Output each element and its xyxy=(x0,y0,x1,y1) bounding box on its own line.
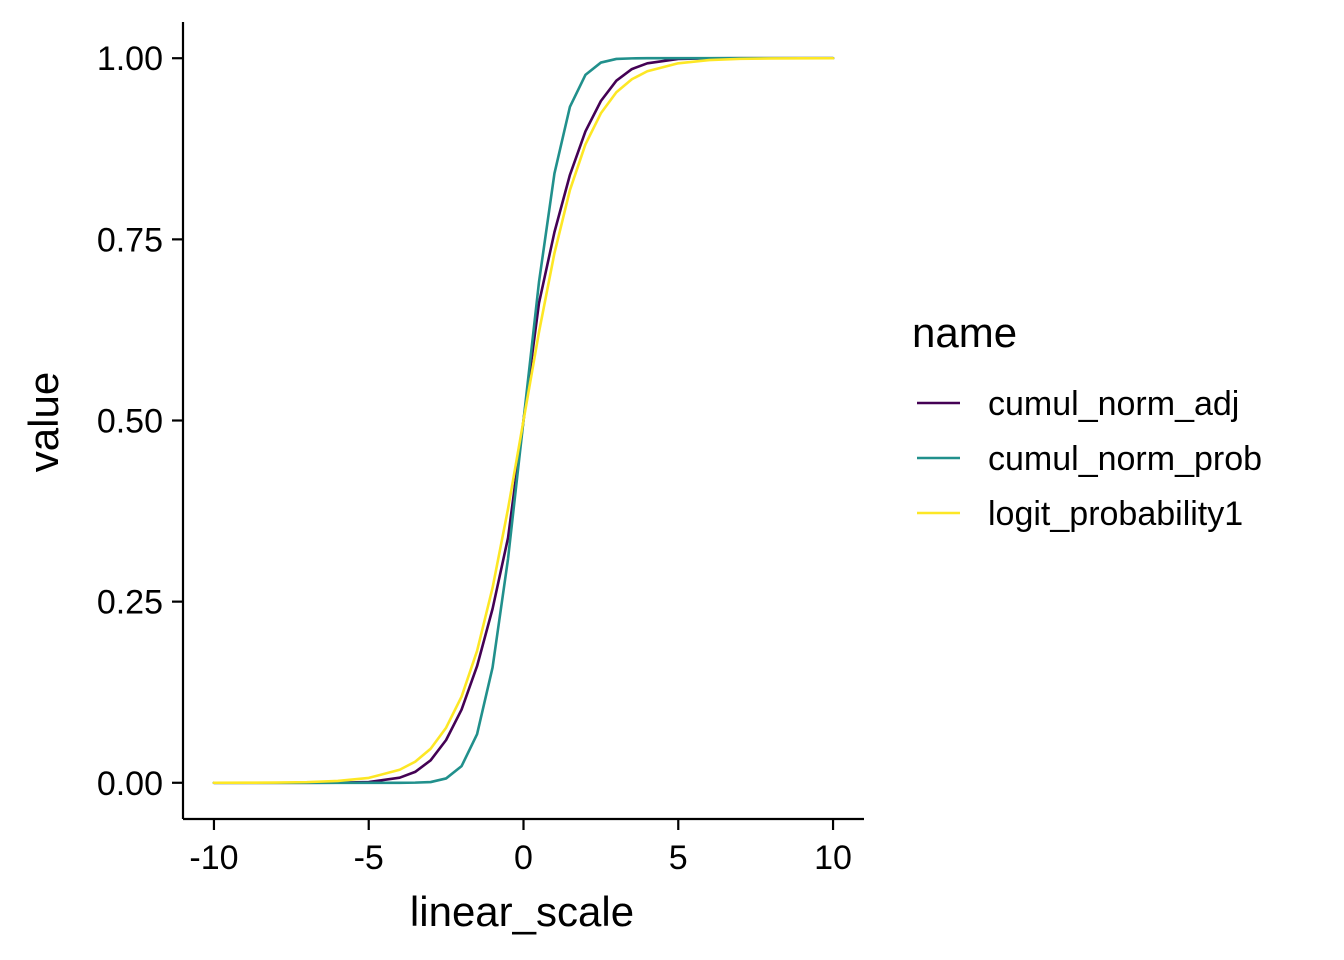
x-axis-title: linear_scale xyxy=(410,888,634,935)
y-tick-label: 0.00 xyxy=(97,765,163,803)
legend-label: logit_probability1 xyxy=(988,495,1243,533)
y-tick-label: 0.50 xyxy=(97,403,163,441)
y-tick-label: 1.00 xyxy=(97,40,163,78)
y-axis-title: value xyxy=(20,372,67,472)
y-axis: 0.00 0.25 0.50 0.75 1.00 xyxy=(97,22,185,819)
series-line-logit-probability1 xyxy=(212,56,835,785)
legend: name cumul_norm_adj cumul_norm_prob logit_… xyxy=(912,309,1262,533)
legend-item: cumul_norm_prob xyxy=(917,440,1262,478)
y-tick-label: 0.25 xyxy=(97,584,163,622)
x-tick-label: 0 xyxy=(514,839,533,877)
legend-item: logit_probability1 xyxy=(917,495,1243,533)
x-tick-label: -10 xyxy=(189,839,238,877)
plot-area xyxy=(212,56,835,785)
x-tick-label: 5 xyxy=(669,839,688,877)
x-axis: -10 -5 0 5 10 xyxy=(183,817,864,877)
legend-label: cumul_norm_prob xyxy=(988,440,1262,478)
legend-title: name xyxy=(912,309,1017,356)
x-tick-label: 10 xyxy=(814,839,852,877)
legend-item: cumul_norm_adj xyxy=(917,385,1239,423)
y-tick-label: 0.75 xyxy=(97,221,163,259)
legend-label: cumul_norm_adj xyxy=(988,385,1239,423)
x-tick-label: -5 xyxy=(354,839,384,877)
